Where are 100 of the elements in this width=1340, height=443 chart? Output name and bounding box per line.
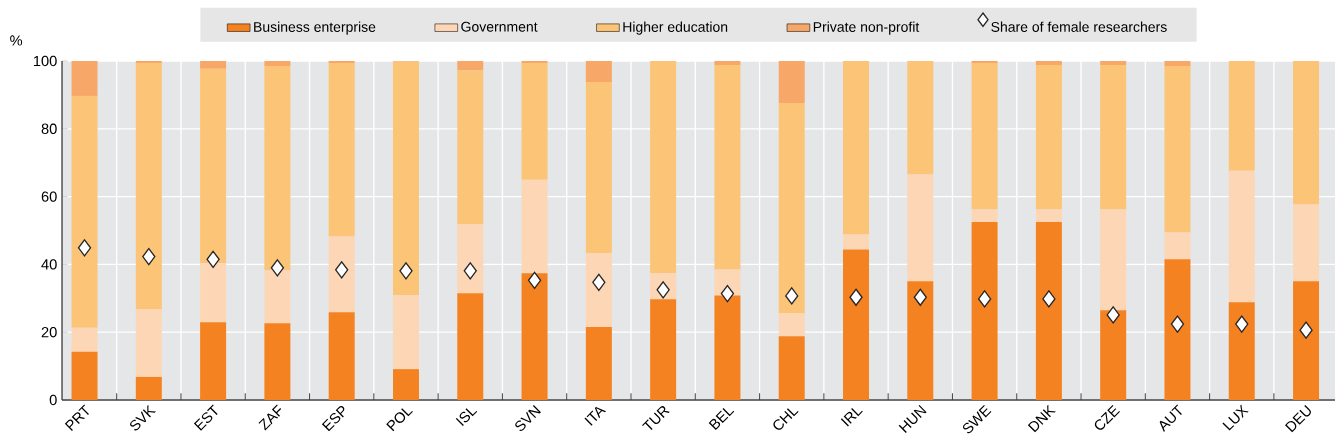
point [785, 287, 799, 305]
bar [1035, 65, 1062, 210]
y-tick-label: 60 [41, 191, 57, 202]
bar [971, 61, 998, 64]
bar [971, 209, 998, 223]
bar [1293, 281, 1320, 400]
bar [907, 61, 934, 175]
bar [1228, 170, 1255, 303]
y-tick-label: 20 [41, 327, 57, 338]
bar [585, 327, 612, 400]
point [77, 239, 92, 257]
bar [328, 63, 355, 237]
bar [457, 293, 484, 400]
point [1235, 315, 1249, 333]
bar [714, 61, 741, 66]
point [913, 288, 927, 306]
bar [135, 63, 162, 310]
x-tick-label: IRL [840, 408, 863, 427]
bar [71, 351, 98, 400]
point [849, 288, 863, 306]
point [399, 262, 413, 280]
point [270, 259, 285, 277]
point [1106, 306, 1120, 324]
bar [1164, 66, 1191, 233]
bar [650, 61, 677, 274]
bar [135, 309, 162, 377]
bar [392, 61, 419, 296]
bar [264, 270, 291, 324]
bar [778, 61, 805, 104]
bar [521, 61, 548, 64]
bar [71, 95, 98, 328]
bar [1228, 302, 1255, 400]
point [977, 290, 992, 308]
bar [1035, 61, 1062, 66]
bar [907, 174, 934, 282]
bar [264, 61, 291, 67]
bar [778, 336, 805, 400]
bar [200, 68, 227, 264]
bar [328, 312, 355, 400]
bar [650, 299, 677, 400]
bar [135, 376, 162, 400]
bar [1164, 259, 1191, 400]
bar [521, 179, 548, 274]
bar [328, 236, 355, 313]
bar [1100, 65, 1127, 210]
y-axis-title: % [10, 35, 23, 46]
legend-label: Private non-profit [813, 21, 920, 35]
legend-label: Business enterprise [254, 21, 376, 35]
bar [1100, 209, 1127, 311]
bar [843, 234, 870, 250]
bar [71, 327, 98, 352]
legend-label: Government [461, 21, 538, 32]
x-tick-label: BEL [708, 408, 735, 431]
y-tick-label: 80 [41, 123, 57, 134]
bar [907, 281, 934, 400]
y-tick-label: 100 [33, 55, 57, 67]
bar [1100, 61, 1127, 66]
bar [585, 253, 612, 328]
bar [585, 82, 612, 254]
point [1170, 315, 1185, 333]
bar [1100, 310, 1127, 400]
bar [585, 61, 612, 83]
bar [778, 313, 805, 337]
bar [71, 61, 98, 96]
bar [457, 224, 484, 294]
bar [264, 323, 291, 400]
bar [714, 295, 741, 400]
bar [843, 61, 870, 235]
legend-label: Higher education [623, 21, 728, 35]
bar [200, 263, 227, 323]
y-tick-label: 40 [41, 259, 57, 270]
legend-label: Share of female researchers [991, 21, 1167, 32]
bar [200, 61, 227, 69]
point [335, 261, 349, 279]
bar [392, 369, 419, 400]
point [1042, 290, 1056, 308]
bar [1293, 204, 1320, 282]
bar [971, 63, 998, 210]
x-tick-label: CHL [773, 408, 799, 430]
bar [521, 63, 548, 180]
bar [328, 61, 355, 64]
bar [135, 61, 162, 64]
bar [1164, 61, 1191, 67]
point [720, 284, 735, 303]
point [206, 250, 220, 268]
bar [392, 295, 419, 370]
bar [1035, 209, 1062, 223]
bar [843, 249, 870, 400]
bar [521, 273, 548, 400]
bar [1228, 61, 1255, 171]
point [463, 262, 477, 280]
bar [971, 222, 998, 400]
bar [714, 65, 741, 270]
point [1299, 321, 1313, 339]
y-tick-label: 0 [49, 394, 57, 406]
x-tick-label: POL [386, 408, 413, 432]
x-tick-label: ISL [455, 408, 478, 426]
bar [457, 70, 484, 225]
point [527, 271, 542, 289]
bar [1164, 232, 1191, 260]
